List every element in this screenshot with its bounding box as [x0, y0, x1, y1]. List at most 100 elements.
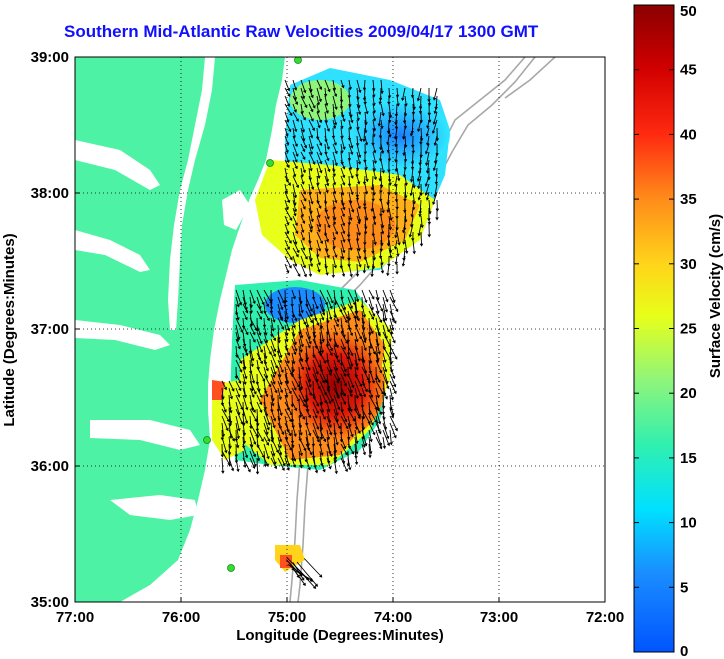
velocity-vector	[347, 296, 353, 310]
velocity-vector	[375, 324, 381, 337]
map-title: Southern Mid-Atlantic Raw Velocities 200…	[64, 22, 539, 41]
velocity-vector	[380, 143, 385, 154]
velocity-vector	[263, 436, 270, 446]
velocity-vector	[386, 199, 390, 213]
velocity-vector	[319, 443, 324, 456]
velocity-vector	[326, 457, 332, 470]
velocity-vector	[256, 429, 264, 442]
velocity-vector	[270, 443, 276, 457]
velocity-vector	[305, 380, 313, 397]
velocity-vector	[228, 457, 235, 472]
velocity-vector	[292, 231, 298, 245]
velocity-vector	[348, 239, 353, 251]
velocity-vector	[298, 443, 303, 457]
x-tick-label: 74:00	[374, 609, 412, 626]
velocity-vector	[263, 443, 270, 460]
velocity-vector	[308, 215, 314, 230]
velocity-vector	[362, 127, 366, 143]
velocity-vector	[249, 408, 258, 423]
velocity-vector	[386, 135, 390, 146]
velocity-vector	[380, 119, 384, 130]
velocity-vector	[364, 255, 370, 270]
velocity-vector	[388, 127, 392, 138]
velocity-vector	[332, 135, 337, 146]
velocity-vector	[368, 296, 374, 311]
velocity-vector	[375, 310, 383, 323]
velocity-vector	[340, 167, 346, 179]
x-tick-label: 77:00	[56, 609, 94, 626]
velocity-vector	[235, 359, 243, 373]
velocity-vector	[368, 422, 376, 436]
velocity-vector	[372, 167, 378, 181]
velocity-vector	[242, 394, 249, 411]
velocity-vector	[316, 223, 321, 233]
velocity-vector	[347, 380, 353, 394]
velocity-vector	[418, 207, 422, 218]
velocity-vector	[249, 324, 256, 336]
velocity-vector	[270, 366, 276, 379]
velocity-vector	[319, 408, 326, 420]
velocity-vector	[368, 366, 376, 384]
velocity-vector	[221, 457, 225, 474]
velocity-vector	[340, 310, 348, 324]
velocity-vector	[340, 135, 346, 151]
velocity-vector	[300, 255, 307, 269]
velocity-vector	[375, 387, 380, 399]
velocity-vector	[291, 338, 298, 352]
velocity-vector	[291, 310, 298, 322]
velocity-vector	[409, 127, 414, 137]
colorbar-tick-label: 50	[680, 3, 697, 20]
velocity-vector	[340, 338, 346, 351]
velocity-vector	[361, 289, 368, 304]
velocity-vector	[263, 422, 269, 436]
velocity-vector	[324, 95, 329, 107]
velocity-vector	[292, 175, 300, 189]
velocity-vector	[402, 223, 406, 234]
x-tick-label: 72:00	[586, 609, 624, 626]
velocity-vector	[379, 191, 383, 202]
velocity-vector	[331, 263, 335, 279]
velocity-vector	[356, 151, 362, 165]
velocity-vector	[354, 380, 362, 397]
velocity-vector	[340, 207, 345, 218]
velocity-vector	[356, 79, 362, 94]
velocity-vector	[292, 135, 298, 148]
velocity-vector	[300, 167, 304, 178]
velocity-vector	[291, 345, 297, 356]
velocity-vector	[291, 317, 296, 329]
velocity-vector	[292, 215, 298, 227]
velocity-vector	[354, 373, 363, 388]
velocity-vector	[354, 317, 359, 328]
velocity-vector	[316, 263, 321, 273]
velocity-vector	[432, 159, 438, 172]
velocity-vector	[316, 87, 322, 103]
velocity-vector	[417, 223, 422, 237]
velocity-vector	[292, 159, 298, 170]
velocity-vector	[324, 207, 330, 220]
velocity-vector	[284, 223, 290, 235]
velocity-vector	[333, 324, 339, 336]
velocity-vector	[340, 359, 347, 373]
velocity-vector	[300, 159, 306, 174]
velocity-vector	[425, 151, 430, 167]
velocity-vector	[277, 422, 285, 435]
velocity-vector	[326, 394, 332, 405]
velocity-vector	[409, 167, 414, 183]
velocity-vector	[348, 167, 354, 179]
velocity-vector	[263, 415, 270, 431]
velocity-vector	[292, 207, 297, 217]
velocity-vector	[340, 373, 348, 387]
velocity-vector	[284, 231, 292, 244]
velocity-vector	[316, 95, 321, 106]
velocity-vector	[333, 352, 340, 363]
velocity-vector	[372, 111, 377, 122]
velocity-vector	[305, 317, 310, 329]
velocity-vector	[256, 366, 266, 382]
velocity-vector	[340, 215, 346, 227]
velocity-vector	[354, 387, 359, 400]
velocity-vector	[270, 373, 276, 385]
radar-station-marker	[294, 57, 302, 64]
velocity-vector	[284, 380, 292, 395]
velocity-vector	[308, 255, 314, 268]
velocity-vector	[291, 352, 296, 365]
